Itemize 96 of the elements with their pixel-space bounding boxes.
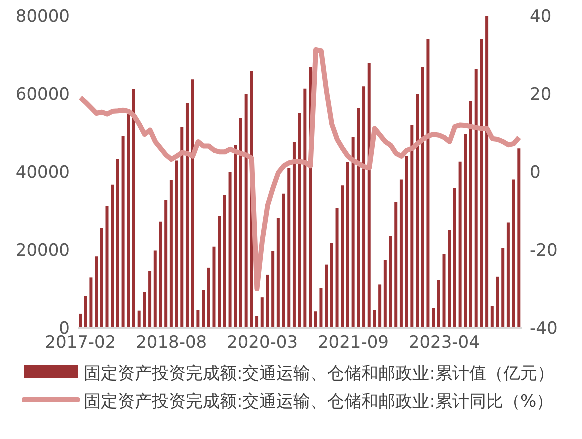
bar [186, 103, 189, 328]
bar [207, 268, 210, 328]
y-tick-label: 20000 [16, 241, 70, 262]
bar [298, 114, 302, 328]
bar [260, 298, 264, 328]
bar [196, 310, 200, 328]
bar [127, 114, 130, 328]
bar [378, 284, 382, 328]
bar [180, 128, 184, 328]
bar [288, 168, 291, 328]
bar [506, 222, 510, 328]
y-tick-label: 40000 [16, 163, 70, 184]
y2-tick-label: 20 [530, 85, 552, 106]
bar [164, 200, 168, 328]
bar [368, 63, 371, 328]
bar [95, 256, 98, 328]
bar [304, 88, 307, 328]
legend-label: 固定资产投资完成额:交通运输、仓储和邮政业:累计值（亿元） [84, 363, 556, 386]
bar [400, 180, 403, 328]
bar [148, 271, 152, 328]
bar [154, 250, 157, 328]
bar [416, 94, 420, 328]
bar [432, 308, 436, 328]
bar [266, 274, 270, 328]
bar [202, 290, 206, 328]
bar [234, 145, 238, 328]
bar [122, 136, 125, 328]
bar [357, 108, 360, 328]
bar [496, 276, 500, 328]
bar [512, 180, 516, 328]
bar [159, 222, 162, 328]
bar [292, 142, 296, 328]
bar [373, 310, 376, 328]
bar [143, 292, 146, 328]
bar [100, 228, 104, 328]
bar [502, 248, 505, 328]
bar [79, 314, 82, 328]
bar [84, 296, 88, 328]
bar [90, 278, 93, 328]
bar [138, 310, 141, 328]
bar [448, 230, 452, 328]
bar [223, 195, 226, 328]
bar [410, 125, 414, 328]
bar [228, 172, 232, 328]
bar [389, 236, 392, 328]
bar [218, 216, 222, 328]
bar [106, 206, 109, 328]
bar [458, 162, 462, 328]
bar [362, 86, 366, 328]
bar [191, 80, 194, 328]
bar [470, 101, 473, 328]
bar [336, 208, 339, 328]
bar [352, 137, 355, 328]
bar [111, 184, 114, 328]
bar [490, 306, 494, 328]
bar [325, 264, 328, 328]
x-tick-label: 2018-08 [136, 333, 208, 354]
bar [474, 69, 478, 328]
bar [276, 218, 280, 328]
y2-tick-label: 40 [530, 7, 552, 28]
bar [239, 118, 242, 328]
bar [320, 288, 323, 328]
bar [394, 202, 398, 328]
bar [480, 39, 484, 328]
bar [244, 94, 248, 328]
bar [437, 280, 440, 328]
bar [314, 312, 318, 328]
y2-tick-label: 0 [530, 163, 541, 184]
bar [132, 89, 136, 328]
bar [405, 156, 408, 328]
bar [486, 16, 489, 328]
y2-tick-label: -40 [530, 319, 558, 340]
bar [464, 134, 468, 328]
bar [256, 316, 259, 328]
y-tick-label: 60000 [16, 85, 70, 106]
bar [116, 159, 120, 328]
bar [175, 160, 178, 328]
bar [421, 67, 424, 328]
bar [346, 162, 350, 328]
bar [518, 148, 521, 328]
bar [442, 254, 446, 328]
bar [330, 242, 334, 328]
bar [212, 246, 216, 328]
x-tick-label: 2023-04 [408, 333, 480, 354]
x-tick-label: 2020-03 [227, 333, 298, 354]
bar [272, 252, 275, 328]
bar [341, 186, 344, 328]
bar [384, 260, 387, 328]
legend-label: 固定资产投资完成额:交通运输、仓储和邮政业:累计同比（%） [84, 391, 555, 414]
y-tick-label: 80000 [16, 7, 70, 28]
bar [426, 39, 430, 328]
y2-tick-label: -20 [530, 241, 558, 262]
x-tick-label: 2021-09 [318, 333, 390, 354]
bar [170, 180, 173, 328]
bar [282, 194, 286, 328]
bar [453, 188, 456, 328]
